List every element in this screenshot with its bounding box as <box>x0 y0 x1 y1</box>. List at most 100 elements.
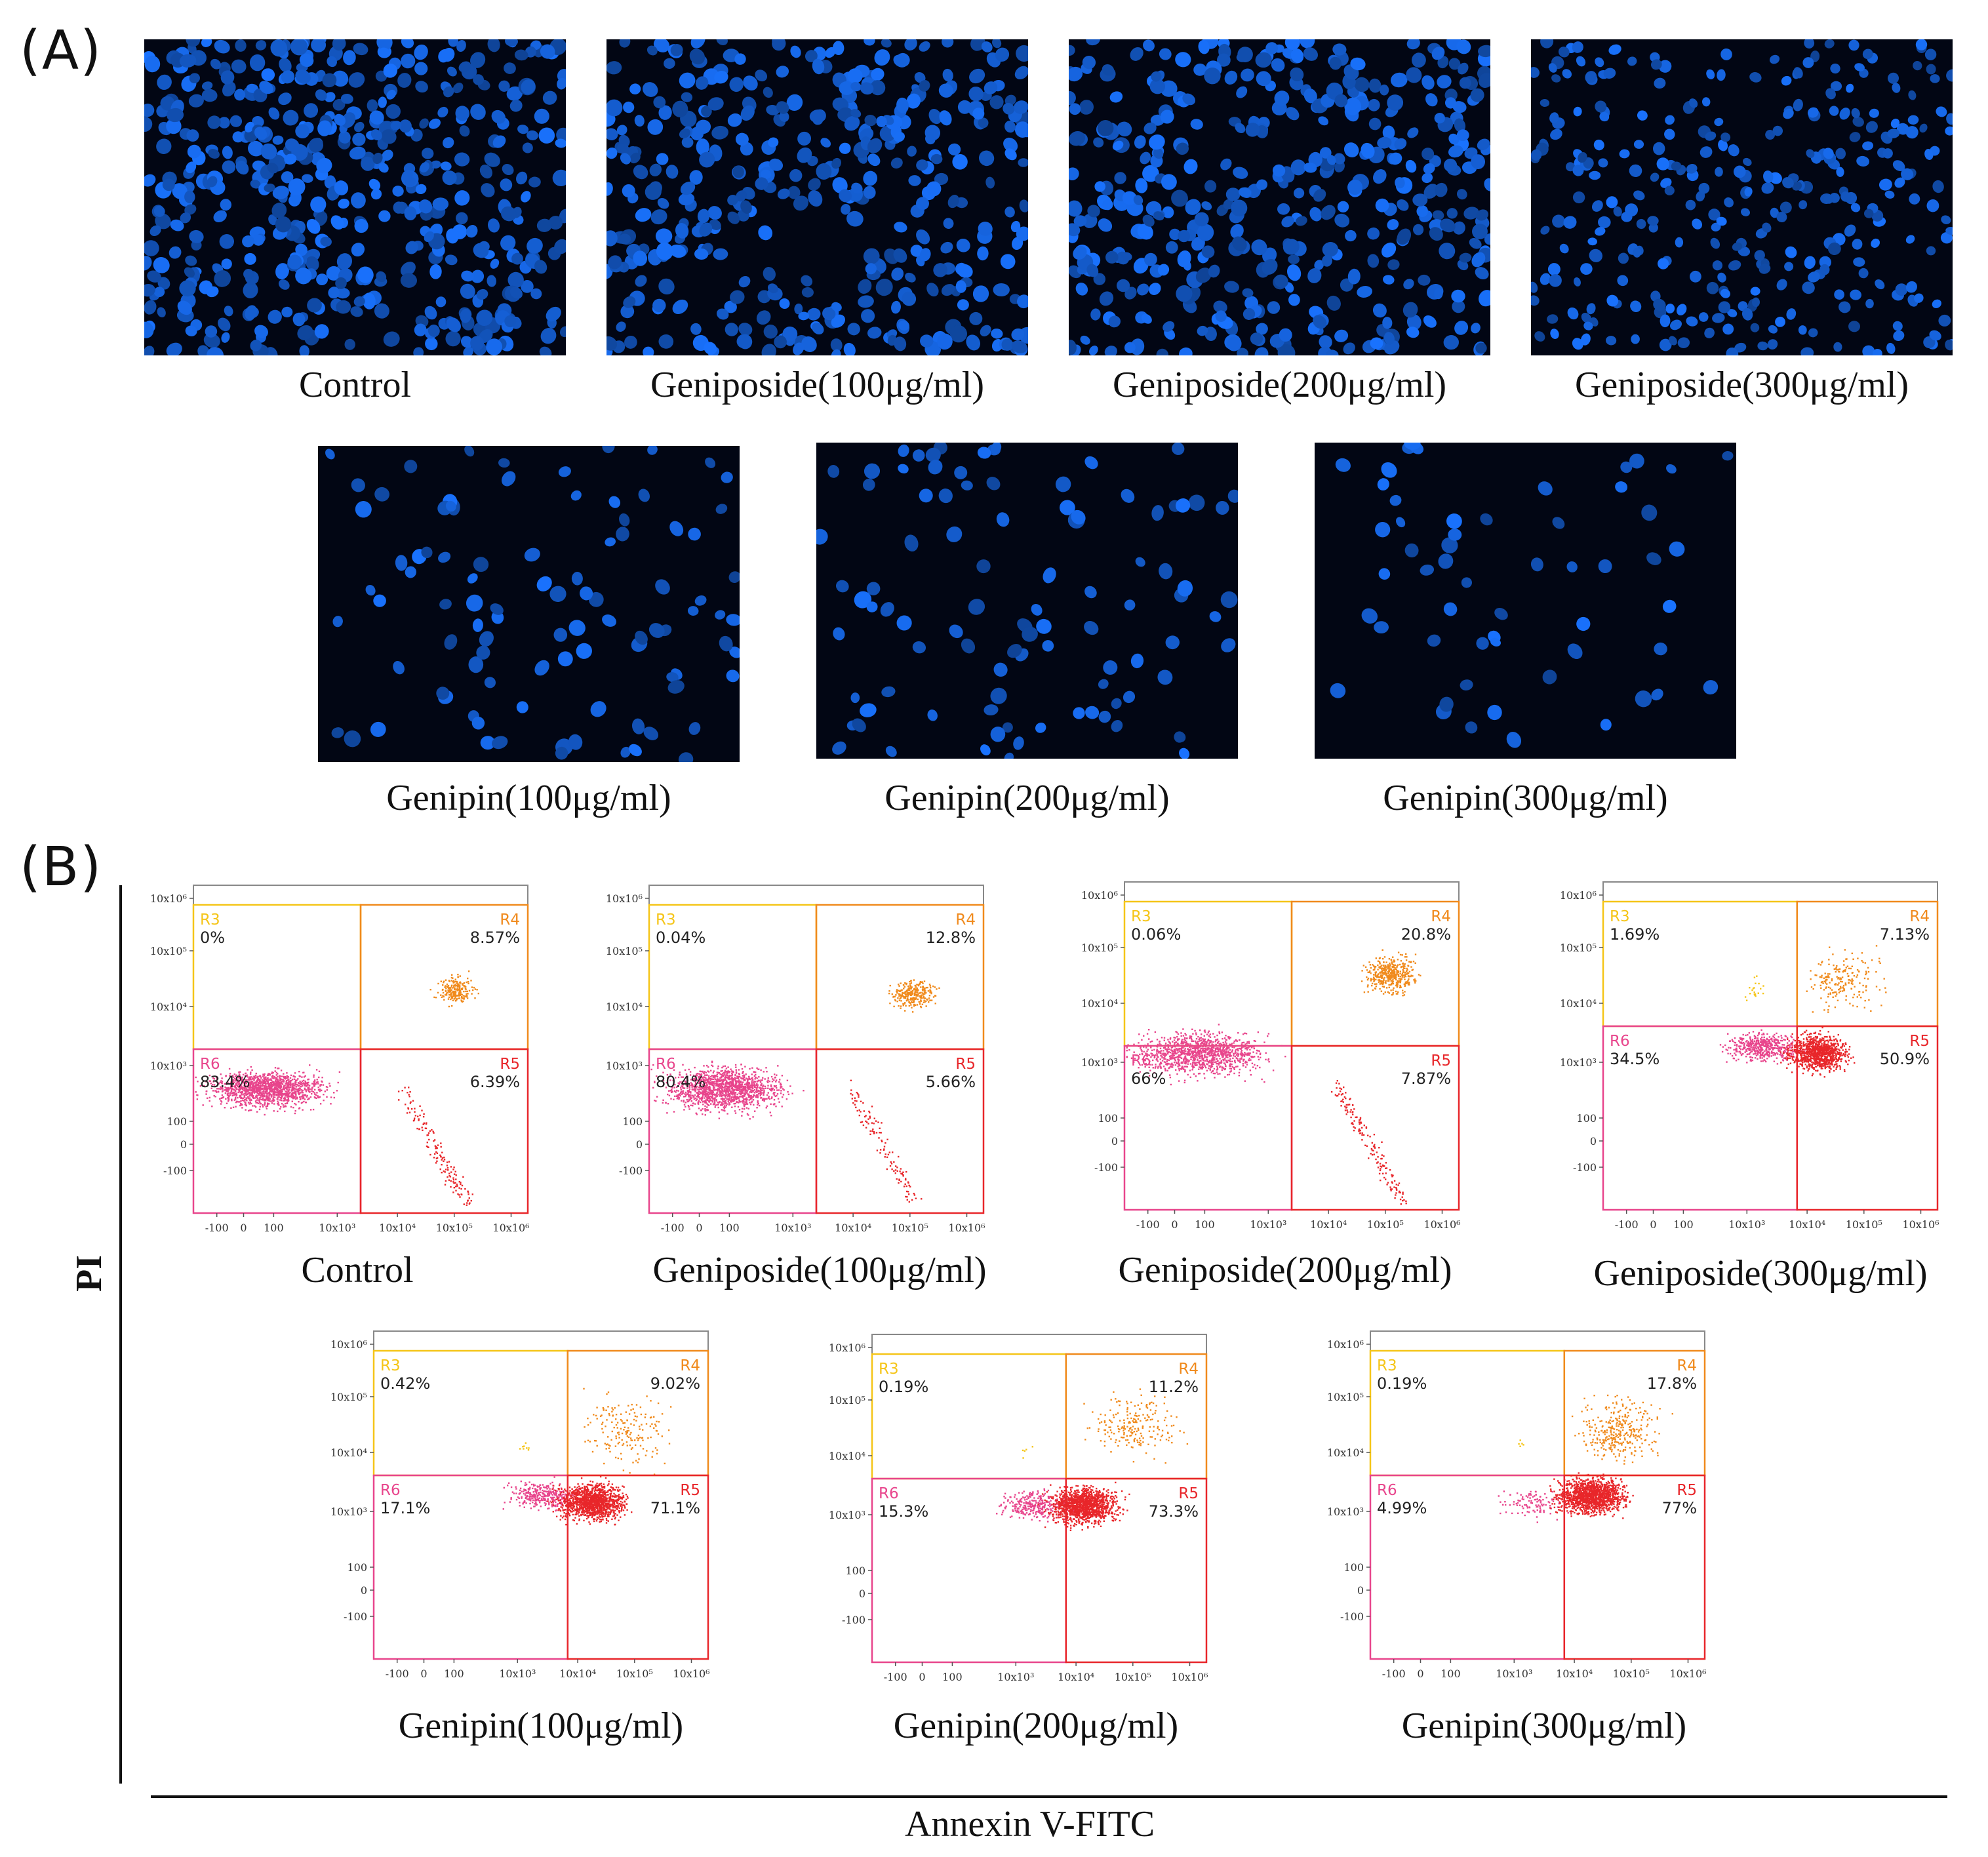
nucleus <box>1242 308 1256 320</box>
nucleus <box>1004 148 1017 161</box>
nucleus <box>664 58 675 70</box>
nucleus <box>338 198 349 209</box>
nucleus <box>912 449 925 462</box>
nucleus <box>1708 209 1720 221</box>
nucleus <box>1908 90 1917 100</box>
nucleus <box>1802 281 1815 294</box>
nucleus <box>1595 57 1604 68</box>
gate-percent-r5: 5.66% <box>926 1073 976 1091</box>
nucleus <box>443 137 454 149</box>
nucleus <box>1494 607 1508 620</box>
nucleus <box>1031 603 1043 616</box>
nucleus <box>1886 342 1896 354</box>
flow-plot-genipin-300: R3 0.19% R4 17.8% R6 4.99% R5 77% 10x10⁶ 10x10⁵ 10… <box>1315 1318 1718 1685</box>
nucleus <box>1277 203 1290 215</box>
nucleus <box>1420 564 1435 576</box>
nucleus <box>690 127 704 140</box>
nucleus <box>1286 264 1302 281</box>
nucleus <box>1741 308 1753 321</box>
nucleus <box>1393 74 1404 85</box>
nucleus <box>808 178 821 191</box>
nucleus <box>1014 66 1028 80</box>
gate-percent-r5: 73.3% <box>1149 1502 1199 1521</box>
nucleus <box>1915 39 1928 50</box>
nucleus <box>1256 71 1271 87</box>
nucleus <box>250 340 262 351</box>
nucleus <box>466 594 483 612</box>
nucleus <box>1865 298 1874 309</box>
nucleus <box>252 234 264 246</box>
nucleus <box>1122 191 1137 205</box>
nucleus <box>756 310 771 325</box>
nucleus <box>1344 97 1362 115</box>
nucleus <box>616 527 629 542</box>
nucleus <box>629 83 641 95</box>
nucleus <box>445 330 461 347</box>
nucleus <box>1580 263 1593 275</box>
nucleus <box>1272 164 1286 177</box>
nucleus <box>320 236 332 247</box>
nucleus <box>1130 653 1144 669</box>
nucleus <box>1743 157 1752 167</box>
nucleus <box>1572 165 1584 176</box>
nucleus <box>1941 215 1951 224</box>
nucleus <box>763 324 778 339</box>
nucleus <box>763 267 776 281</box>
nucleus <box>558 466 571 477</box>
gate-label-r5: R5 <box>1677 1482 1697 1499</box>
nucleus <box>1000 254 1016 270</box>
nucleus <box>1926 64 1936 75</box>
nucleus <box>1718 301 1731 313</box>
nucleus <box>1700 146 1713 158</box>
nucleus <box>1484 178 1490 191</box>
nucleus <box>1871 238 1880 248</box>
nucleus <box>283 110 299 126</box>
nucleus <box>1326 155 1336 165</box>
nucleus <box>1853 257 1865 267</box>
nucleus <box>928 460 943 475</box>
nucleus <box>919 41 930 52</box>
nucleus <box>740 105 755 121</box>
nucleus <box>1567 643 1583 660</box>
nucleus <box>846 210 864 227</box>
nucleus <box>308 138 324 153</box>
nucleus <box>1439 243 1456 260</box>
nucleus <box>382 150 393 161</box>
nucleus <box>1924 49 1937 60</box>
nucleus <box>715 504 728 514</box>
nucleus <box>463 346 474 355</box>
nucleus <box>1237 348 1249 355</box>
nucleus <box>1836 167 1844 177</box>
x-tick-label: 0 <box>420 1667 427 1680</box>
nucleus <box>1036 618 1052 634</box>
micrograph-genipin-300 <box>1315 443 1736 759</box>
nucleus <box>1443 158 1458 172</box>
nucleus <box>1567 307 1579 320</box>
nucleus <box>656 242 673 260</box>
nucleus <box>144 240 159 256</box>
nucleus <box>1102 199 1113 210</box>
nucleus <box>669 244 686 258</box>
nucleus <box>1372 169 1387 184</box>
nucleus <box>484 677 496 689</box>
nucleus <box>990 443 1002 454</box>
nucleus <box>738 334 753 349</box>
x-tick-label: 10x10⁶ <box>948 1222 985 1234</box>
nucleus <box>786 94 803 111</box>
nucleus <box>480 736 496 750</box>
event-dots <box>1126 949 1421 1205</box>
nucleus <box>490 258 500 269</box>
nucleus <box>916 159 928 171</box>
nucleus <box>1329 56 1342 70</box>
nucleus <box>1711 222 1721 231</box>
nucleus <box>445 500 456 512</box>
nucleus <box>1775 317 1785 327</box>
nucleus <box>1547 314 1559 324</box>
nucleus <box>1572 41 1583 53</box>
nucleus <box>244 252 256 265</box>
nucleus <box>1375 522 1391 538</box>
nucleus <box>1313 315 1327 329</box>
nucleus <box>1111 698 1122 709</box>
nucleus <box>1550 129 1562 140</box>
nucleus <box>310 196 327 213</box>
